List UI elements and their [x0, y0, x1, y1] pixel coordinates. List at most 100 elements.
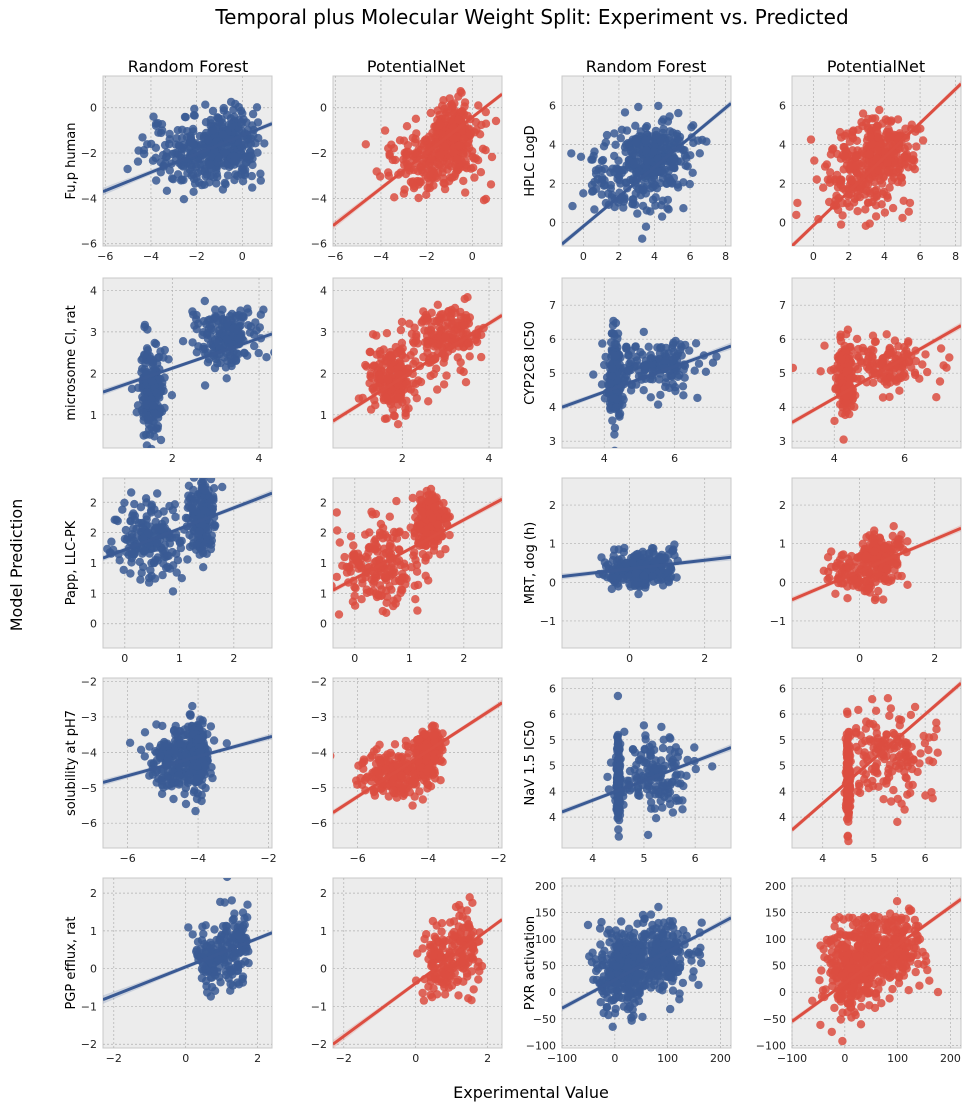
scatter-point	[638, 234, 647, 243]
scatter-point	[179, 140, 188, 150]
scatter-point	[385, 512, 394, 521]
scatter-point	[854, 344, 863, 354]
scatter-point	[372, 331, 381, 340]
scatter-point	[202, 532, 212, 541]
scatter-point	[151, 153, 160, 163]
scatter-point	[695, 149, 704, 158]
scatter-point	[567, 149, 576, 158]
scatter-point	[888, 203, 898, 213]
scatter-point	[433, 385, 442, 394]
scatter-point	[150, 456, 158, 464]
scatter-point	[617, 573, 627, 583]
scatter-point	[222, 374, 231, 383]
marks	[792, 522, 961, 605]
scatter-point	[641, 123, 650, 133]
scatter-point	[201, 100, 210, 109]
scatter-point	[208, 106, 218, 116]
scatter-point	[373, 543, 382, 552]
scatter-point	[606, 338, 616, 347]
scatter-point	[660, 349, 669, 358]
scatter-point	[606, 379, 615, 388]
scatter-point	[219, 103, 228, 113]
scatter-point	[638, 201, 648, 211]
scatter-point	[164, 355, 173, 364]
x-tick-label: 2	[845, 250, 852, 263]
scatter-point	[825, 573, 834, 583]
scatter-point	[118, 505, 127, 514]
y-tick-label: 0	[549, 217, 556, 230]
scatter-point	[389, 411, 399, 420]
x-tick-label: 4	[601, 452, 608, 465]
scatter-point	[195, 466, 203, 474]
regression-line	[792, 82, 961, 246]
scatter-point	[685, 179, 694, 189]
scatter-point	[211, 335, 220, 345]
scatter-point	[447, 173, 457, 182]
scatter-point	[197, 140, 206, 149]
scatter-point	[476, 168, 486, 177]
scatter-point	[945, 353, 954, 362]
scatter-point	[203, 468, 211, 476]
y-tick-label: −6	[81, 238, 97, 251]
scatter-point	[820, 162, 830, 171]
marks	[103, 296, 272, 464]
scatter-point	[209, 520, 219, 529]
scatter-point	[674, 108, 683, 118]
scatter-point	[152, 176, 161, 185]
marks	[562, 100, 731, 246]
scatter-point	[459, 367, 468, 377]
scatter-point	[423, 173, 433, 183]
y-tick-label: −4	[311, 192, 327, 205]
scatter-point	[181, 113, 190, 122]
scatter-point	[885, 392, 894, 402]
scatter-point	[168, 505, 177, 515]
y-tick-label: 6	[549, 99, 556, 112]
scatter-point	[688, 168, 697, 177]
scatter-point	[143, 140, 152, 149]
scatter-point	[622, 161, 631, 170]
y-tick-label: −6	[311, 817, 327, 830]
x-tick-label: 1	[406, 652, 413, 665]
scatter-point	[792, 363, 798, 373]
scatter-point	[159, 783, 168, 792]
scatter-point	[843, 594, 852, 603]
y-tick-label: 1	[320, 557, 327, 570]
y-tick-label: −3	[311, 711, 327, 724]
y-tick-label: −6	[81, 817, 97, 830]
scatter-point	[185, 530, 194, 540]
scatter-point	[449, 148, 458, 157]
scatter-point	[189, 111, 199, 120]
scatter-point	[123, 164, 132, 174]
x-tick-label: 0	[121, 652, 128, 665]
y-tick-label: −2	[311, 147, 327, 160]
scatter-point	[402, 122, 412, 131]
scatter-point	[239, 140, 249, 150]
scatter-point	[912, 142, 921, 151]
scatter-point	[686, 151, 695, 160]
scatter-point	[903, 537, 912, 546]
x-tick-label: −4	[143, 250, 159, 263]
scatter-point	[665, 136, 674, 145]
scatter-point	[435, 315, 445, 324]
scatter-point	[206, 115, 215, 125]
scatter-point	[410, 388, 419, 397]
regression-line	[562, 344, 731, 409]
scatter-point	[670, 155, 679, 164]
scatter-point	[453, 353, 462, 362]
scatter-point	[218, 482, 227, 492]
regression-line	[562, 102, 731, 246]
scatter-point	[205, 160, 214, 169]
scatter-point	[884, 349, 893, 358]
scatter-point	[433, 520, 442, 529]
scatter-point	[440, 142, 450, 151]
scatter-point	[151, 410, 161, 419]
scatter-point	[334, 610, 344, 619]
scatter-point	[147, 377, 157, 386]
scatter-point	[403, 364, 412, 374]
scatter-point	[620, 108, 630, 117]
scatter-point	[361, 552, 370, 561]
scatter-point	[230, 175, 239, 185]
